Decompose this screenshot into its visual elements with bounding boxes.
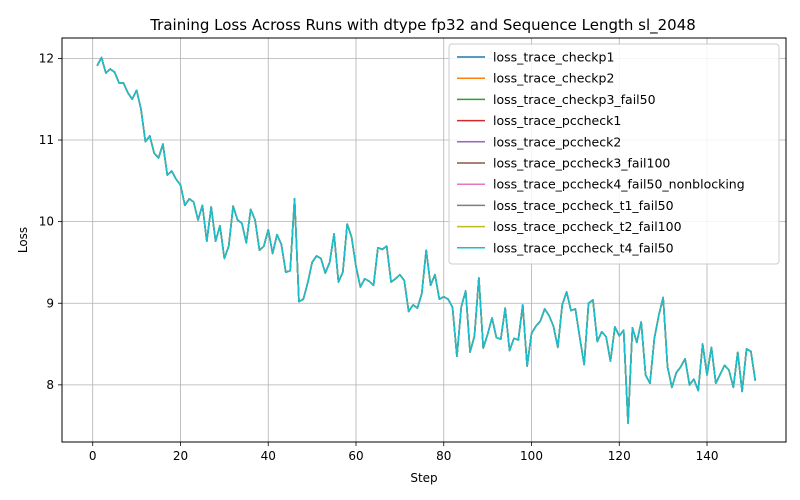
legend-label: loss_trace_pccheck2: [493, 134, 621, 149]
y-axis-label: Loss: [16, 227, 30, 253]
legend-label: loss_trace_pccheck_t4_fail50: [493, 240, 674, 255]
series-line-10: [96, 56, 757, 424]
y-tick-label: 8: [46, 378, 54, 392]
x-tick-label: 140: [696, 449, 719, 463]
y-tick-label: 11: [39, 133, 54, 147]
y-tick-label: 12: [39, 51, 54, 65]
legend-label: loss_trace_pccheck4_fail50_nonblocking: [493, 177, 745, 192]
legend-label: loss_trace_pccheck_t2_fail100: [493, 219, 682, 234]
legend-label: loss_trace_checkp2: [493, 71, 614, 86]
legend-label: loss_trace_pccheck_t1_fail50: [493, 198, 674, 213]
x-tick-label: 40: [261, 449, 276, 463]
series-lines: [96, 56, 757, 424]
x-tick-label: 0: [89, 449, 97, 463]
legend-label: loss_trace_pccheck3_fail100: [493, 156, 670, 171]
x-tick-label: 20: [173, 449, 188, 463]
x-tick-label: 120: [608, 449, 631, 463]
y-tick-label: 10: [39, 215, 54, 229]
legend-label: loss_trace_checkp1: [493, 50, 614, 65]
x-tick-label: 80: [436, 449, 451, 463]
axis-ticks: 0 20 40 60 80 100 120 140 8 9 10 11 12: [39, 51, 719, 463]
y-tick-label: 9: [46, 296, 54, 310]
chart-title: Training Loss Across Runs with dtype fp3…: [149, 16, 696, 35]
x-tick-label: 60: [348, 449, 363, 463]
x-axis-label: Step: [410, 471, 437, 485]
plot-frame: [61, 37, 787, 443]
legend: loss_trace_checkp1 loss_trace_checkp2loss…: [448, 43, 780, 265]
legend-label: loss_trace_checkp3_fail50: [493, 92, 656, 107]
x-tick-label: 100: [520, 449, 543, 463]
legend-label: loss_trace_pccheck1: [493, 113, 621, 128]
legend-box: [448, 43, 780, 265]
